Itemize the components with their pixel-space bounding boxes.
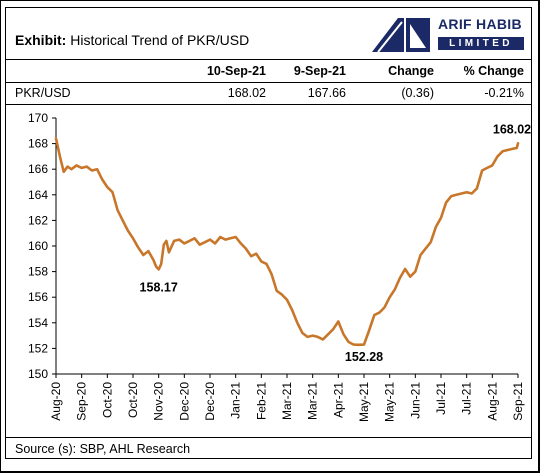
table-cell: 167.66: [307, 86, 346, 100]
logo-name: ARIF HABIB: [438, 16, 522, 32]
x-tick-label: Sep-21: [511, 382, 525, 421]
y-tick-label: 150: [28, 367, 48, 381]
title-row: Exhibit: Historical Trend of PKR/USD ARI…: [6, 8, 531, 60]
divider: [6, 104, 531, 105]
y-tick-label: 160: [28, 239, 48, 253]
divider: [6, 59, 531, 60]
x-tick-label: Oct-20: [100, 382, 114, 418]
x-tick-label: Sep-20: [75, 382, 89, 421]
series-line: [54, 137, 520, 347]
x-tick-label: Aug-20: [49, 382, 63, 421]
divider: [6, 82, 531, 83]
y-tick-label: 168: [28, 137, 48, 151]
exhibit-title: Exhibit: Historical Trend of PKR/USD: [15, 32, 249, 48]
exhibit-panel: Exhibit: Historical Trend of PKR/USD ARI…: [5, 7, 532, 459]
divider: [6, 437, 531, 438]
table-cell: -0.21%: [484, 86, 524, 100]
y-tick-label: 158: [28, 265, 48, 279]
y-tick-label: 170: [28, 111, 48, 125]
x-tick-label: Dec-20: [203, 382, 217, 421]
company-logo: ARIF HABIB LIMITED: [368, 14, 528, 54]
exhibit-label: Exhibit:: [15, 32, 67, 48]
x-tick-label: Dec-20: [177, 382, 191, 421]
y-tick-label: 156: [28, 290, 48, 304]
x-tick-label: Feb-21: [254, 382, 268, 420]
x-tick-label: Jun-21: [408, 382, 422, 419]
table-cell: (0.36): [401, 86, 434, 100]
table-cell: 168.02: [227, 86, 266, 100]
x-tick-label: Nov-20: [152, 382, 166, 421]
logo-mark-icon: [372, 18, 430, 53]
data-label: 158.17: [140, 280, 178, 294]
x-tick-label: May-21: [383, 382, 397, 422]
data-label: 168.02: [493, 122, 531, 136]
x-tick-label: Oct-20: [126, 382, 140, 418]
col-header: 9-Sep-21: [293, 64, 346, 78]
x-tick-label: Apr-21: [331, 382, 345, 418]
col-header: 10-Sep-21: [206, 64, 266, 78]
y-tick-label: 164: [28, 188, 48, 202]
x-tick-label: May-21: [357, 382, 371, 422]
x-tick-label: Jan-21: [229, 382, 243, 419]
x-tick-label: Mar-21: [306, 382, 320, 420]
x-tick-label: Jul-21: [460, 382, 474, 415]
y-tick-label: 162: [28, 213, 48, 227]
pkr-usd-line-chart: 150 152 154 156 158 160 162 164 166 168 170 Aug-20 S…: [28, 111, 531, 422]
col-header: Change: [388, 64, 434, 78]
data-label: 152.28: [345, 350, 383, 364]
x-tick-label: Mar-21: [280, 382, 294, 420]
x-tick-label: Aug-21: [485, 382, 499, 421]
y-tick-label: 154: [28, 316, 48, 330]
y-tick-label: 152: [28, 341, 48, 355]
y-tick-label: 166: [28, 162, 48, 176]
col-header: % Change: [463, 64, 524, 78]
x-tick-label: Jul-21: [434, 382, 448, 415]
row-label: PKR/USD: [15, 86, 71, 100]
logo-subtitle: LIMITED: [438, 37, 524, 50]
source-note: Source (s): SBP, AHL Research: [15, 442, 191, 456]
exhibit-title-text: Historical Trend of PKR/USD: [70, 32, 250, 48]
